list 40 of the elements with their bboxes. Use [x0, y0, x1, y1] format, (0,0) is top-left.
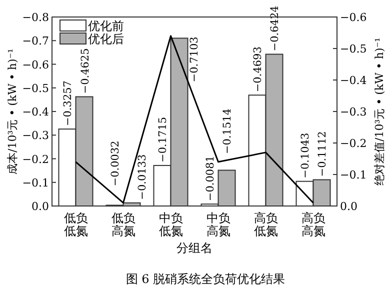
x-tick-label: 低负低氮	[64, 211, 88, 238]
y2-tick-label: −0.4	[340, 74, 367, 87]
data-label: −0.1715	[157, 116, 170, 162]
y-axis-title: 成本/10³元 • (kW • h)⁻¹	[6, 48, 19, 174]
legend-label: 优化前	[88, 19, 124, 33]
y2-tick-label: −0.2	[340, 137, 367, 150]
y-tick-label: 0.0	[32, 200, 49, 213]
y2-tick-label: −0.1	[340, 168, 367, 182]
y-tick-label: −0.7	[22, 34, 49, 48]
y-tick-label: −0.6	[22, 58, 49, 72]
data-label: −0.0133	[136, 154, 149, 200]
y-tick-label: −0.5	[22, 82, 49, 95]
y-tick-label: −0.1	[22, 176, 49, 190]
data-label: −0.4625	[79, 48, 92, 94]
x-tick-label: 低负高氮	[111, 211, 136, 238]
x-tick-label: 中负高氮	[206, 211, 230, 238]
data-label: −0.3257	[62, 80, 74, 126]
x-tick-label: 高负高氮	[301, 211, 326, 238]
y-tick-label: −0.3	[22, 129, 49, 142]
y2-axis-title: 绝对差值/10³元 • (kW • h)⁻¹	[373, 38, 386, 186]
y-tick-label: −0.4	[22, 106, 49, 118]
legend-label: 优化后	[88, 32, 124, 46]
data-label: −0.0081	[204, 156, 217, 202]
caption: 图 6 脱硝系统全负荷优化结果	[126, 272, 286, 286]
y2-tick-label: 0.0	[340, 200, 358, 213]
y2-tick-label: −0.5	[340, 42, 367, 56]
data-label: −0.4693	[252, 46, 264, 92]
data-label: −0.1043	[300, 132, 312, 178]
data-label: −0.0032	[110, 140, 122, 186]
data-label: −0.1112	[316, 131, 329, 177]
y2-tick-label: −0.6	[340, 11, 367, 24]
x-tick-label: 中负低氮	[158, 211, 183, 238]
y2-tick-label: −0.3	[340, 106, 367, 118]
data-label: −0.6424	[269, 5, 282, 52]
x-tick-label: 高负低氮	[254, 211, 278, 238]
data-label: −0.1514	[222, 108, 234, 154]
data-label: −0.7103	[188, 36, 201, 82]
x-axis-title: 分组名	[176, 241, 212, 255]
y-tick-label: −0.8	[22, 11, 49, 24]
y-tick-label: −0.2	[22, 152, 49, 166]
